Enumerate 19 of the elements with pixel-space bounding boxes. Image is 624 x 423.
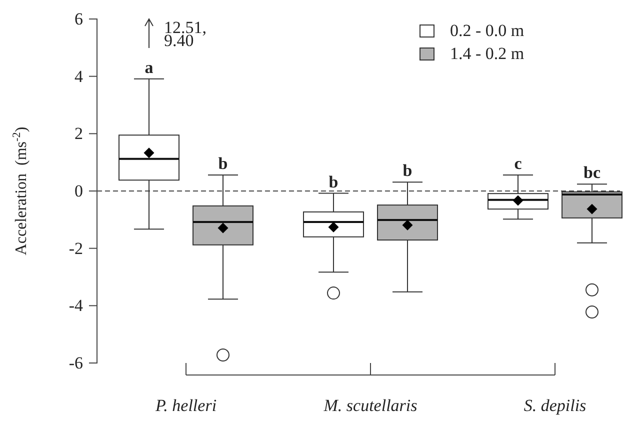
y-tick-label: 2 [74,124,83,144]
annotation: bc [584,163,601,182]
x-tick-label: P. helleri [154,396,217,416]
annotation: c [514,154,522,173]
legend-label: 1.4 - 0.2 m [450,44,524,63]
y-tick-label: -6 [68,353,83,372]
annotation: b [328,172,338,192]
annotation: 12.51, 9.40 [164,18,206,50]
annotation: b [218,154,228,173]
x-tick-label: M. scutellaris [322,396,418,416]
y-tick-label: 0 [74,181,83,200]
x-tick-label: S. depilis [524,396,587,416]
legend-label: 0.2 - 0.0 m [450,21,524,40]
y-tick-label: -4 [68,296,84,316]
y-tick-label: 4 [74,66,84,86]
y-tick-label: 6 [74,9,83,28]
y-tick-label: -2 [68,238,83,258]
annotation: b [402,161,412,180]
annotation: a [144,58,154,77]
